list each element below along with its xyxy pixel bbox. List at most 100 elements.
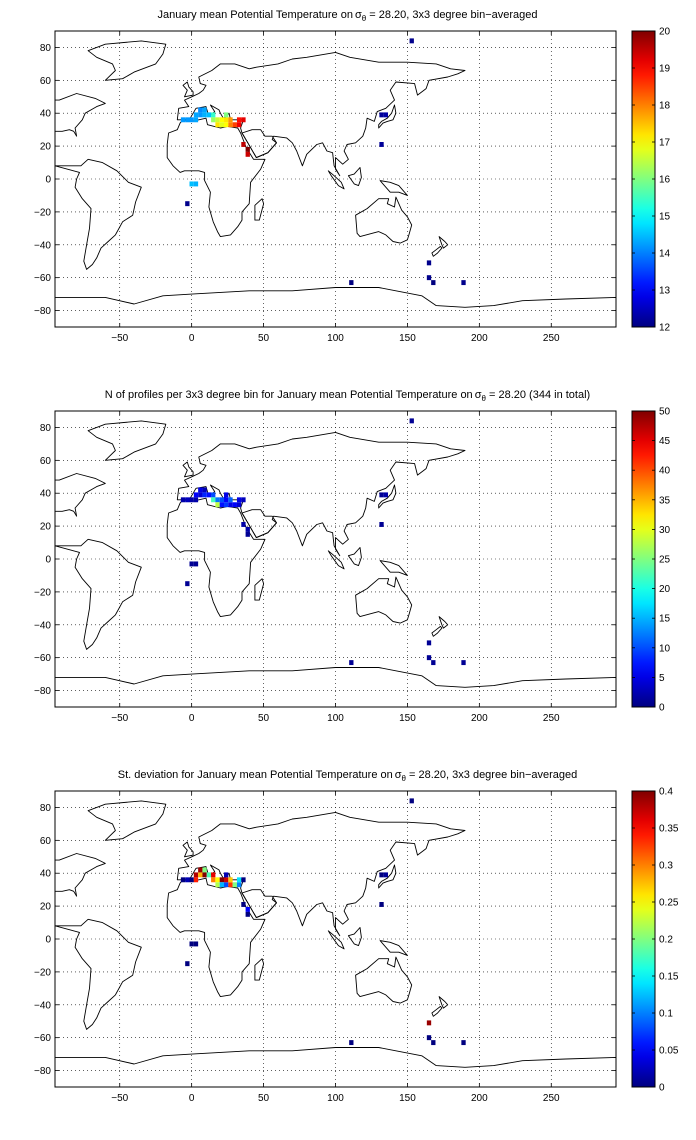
data-bin <box>241 877 246 883</box>
data-bin <box>202 872 207 878</box>
data-bin <box>224 112 229 118</box>
coastline <box>176 811 466 937</box>
data-bin <box>185 581 190 587</box>
data-bin <box>426 275 432 281</box>
colorbar-tick-label: 0 <box>659 703 665 714</box>
data-bin <box>219 882 225 888</box>
colorbar-tick-label: 16 <box>659 175 671 186</box>
colorbar-tick-label: 20 <box>659 27 671 38</box>
x-tick-label: −50 <box>111 1093 128 1104</box>
coastline <box>254 578 265 601</box>
colorbar-tick-label: 40 <box>659 466 671 477</box>
data-bin <box>185 201 190 207</box>
coastline <box>378 104 397 129</box>
coastline <box>241 129 277 159</box>
data-bin <box>228 882 233 888</box>
data-bin <box>198 872 203 878</box>
data-bin <box>189 941 194 947</box>
data-bin <box>211 117 216 123</box>
x-tick-label: −50 <box>111 333 128 344</box>
data-bin <box>202 112 207 118</box>
colorbar-tick-label: 45 <box>659 436 671 447</box>
coastline <box>166 497 266 618</box>
data-bin <box>224 117 229 123</box>
y-tick-label: −20 <box>34 207 51 218</box>
coastline <box>254 958 265 981</box>
data-bin <box>189 877 194 883</box>
colorbar-tick-label: 0 <box>659 1083 665 1094</box>
coastline <box>176 431 466 557</box>
colorbar-tick-label: 15 <box>659 614 671 625</box>
colorbar-tick-label: 50 <box>659 407 671 418</box>
coastline <box>347 927 362 947</box>
colorbar-tick-label: 17 <box>659 138 671 149</box>
chart-panel-2: N of profiles per 3x3 degree bin for Jan… <box>34 389 671 724</box>
data-bin <box>206 112 212 118</box>
x-tick-label: 200 <box>471 1093 488 1104</box>
y-tick-label: 60 <box>40 836 52 847</box>
colorbar-tick-label: 30 <box>659 525 671 536</box>
data-bin <box>245 906 250 912</box>
data-bin <box>241 522 246 527</box>
data-bin <box>409 38 414 44</box>
y-tick-label: 40 <box>40 869 52 880</box>
y-tick-label: −60 <box>34 273 51 284</box>
data-bin <box>228 117 233 123</box>
data-bin <box>202 107 207 113</box>
coastline <box>87 40 167 81</box>
colorbar <box>631 790 656 1088</box>
data-bin <box>180 117 186 123</box>
coastline <box>327 550 345 570</box>
data-bin <box>349 660 354 666</box>
coastline <box>431 1005 443 1017</box>
x-tick-label: 150 <box>399 1093 416 1104</box>
data-bin <box>224 122 229 128</box>
coastline <box>327 930 345 950</box>
colorbar-tick-label: 25 <box>659 555 671 566</box>
data-bin <box>193 492 199 498</box>
data-bin <box>232 502 237 508</box>
colorbar-tick-label: 5 <box>659 673 665 684</box>
data-bin <box>206 872 212 878</box>
colorbar-tick-label: 14 <box>659 249 671 260</box>
colorbar-tick-label: 12 <box>659 323 671 334</box>
data-bin <box>211 492 216 498</box>
y-tick-label: 40 <box>40 489 52 500</box>
coastline <box>176 51 466 177</box>
data-bin <box>241 117 246 123</box>
data-bin <box>426 260 432 266</box>
coastline <box>438 616 449 629</box>
data-bin <box>202 867 207 873</box>
data-bin <box>185 877 190 883</box>
x-tick-label: 250 <box>543 333 560 344</box>
coastline <box>254 198 265 221</box>
colorbar-tick-label: 35 <box>659 495 671 506</box>
chart-title: St. deviation for January mean Potential… <box>118 769 577 783</box>
data-bin <box>189 181 194 187</box>
data-bin <box>236 877 242 883</box>
data-bin <box>232 122 237 128</box>
data-bin <box>224 502 229 508</box>
colorbar <box>631 410 656 708</box>
data-bin <box>219 502 225 508</box>
data-bin <box>211 872 216 878</box>
data-bin <box>215 877 220 883</box>
coastline <box>438 236 449 249</box>
grid <box>55 791 616 1087</box>
coastlines <box>55 420 616 707</box>
data-bin <box>379 112 384 118</box>
coastline <box>241 889 277 919</box>
data-bin <box>193 181 199 187</box>
coastline <box>55 1047 616 1087</box>
data-bin <box>189 497 194 503</box>
y-tick-label: 60 <box>40 76 52 87</box>
data-bin <box>426 655 432 661</box>
data-bin <box>193 941 199 947</box>
y-tick-label: 80 <box>40 803 52 814</box>
data-bin <box>349 1040 354 1046</box>
data-bin <box>211 497 216 503</box>
x-tick-label: 250 <box>543 1093 560 1104</box>
coastline <box>355 576 413 624</box>
x-tick-label: 200 <box>471 713 488 724</box>
colorbar-tick-label: 0.25 <box>659 898 679 909</box>
